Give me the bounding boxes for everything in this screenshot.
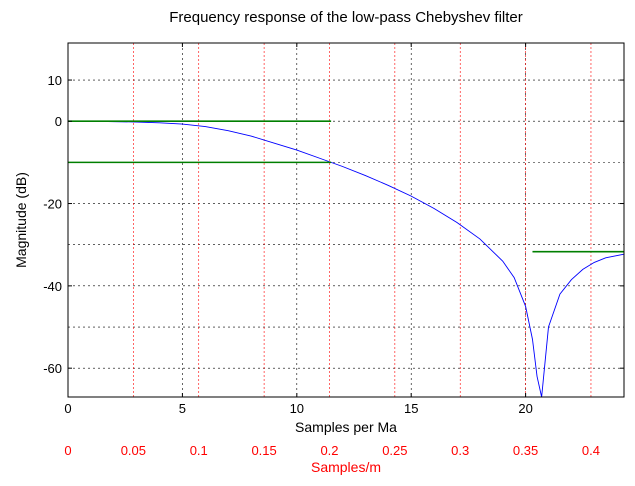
secondary-x-tick-label: 0.05	[121, 443, 146, 458]
y-tick-label: -20	[43, 197, 62, 212]
secondary-x-axis-label: Samples/m	[311, 459, 381, 475]
x-tick-label: 10	[290, 401, 304, 416]
plot-frame	[67, 42, 625, 398]
y-tick-label: 10	[48, 73, 62, 88]
ticks: 0 5 10 15 20 10 0 -20 -40 -60 0 0.05 0.1 0.15 0.2 0.25 0…	[43, 43, 624, 458]
secondary-x-tick-label: 0.3	[451, 443, 469, 458]
y-axis-label: Magnitude (dB)	[13, 172, 29, 268]
secondary-x-tick-label: 0.1	[190, 443, 208, 458]
secondary-x-tick-label: 0.2	[320, 443, 338, 458]
response-curve	[68, 120, 625, 398]
x-tick-label: 15	[404, 401, 418, 416]
chart-title: Frequency response of the low-pass Cheby…	[169, 9, 523, 26]
y-tick-label: 0	[55, 114, 62, 129]
secondary-x-tick-label: 0	[64, 443, 71, 458]
secondary-x-tick-label: 0.4	[582, 443, 600, 458]
secondary-x-tick-label: 0.15	[251, 443, 276, 458]
plot-area	[68, 120, 625, 398]
x-tick-label: 20	[518, 401, 532, 416]
secondary-x-tick-label: 0.35	[513, 443, 538, 458]
y-tick-label: -60	[43, 361, 62, 376]
x-tick-label: 0	[64, 401, 71, 416]
grid	[68, 43, 624, 397]
y-tick-label: -40	[43, 279, 62, 294]
secondary-x-tick-label: 0.25	[382, 443, 407, 458]
x-tick-label: 5	[179, 401, 186, 416]
x-axis-label: Samples per Ma	[295, 419, 397, 435]
